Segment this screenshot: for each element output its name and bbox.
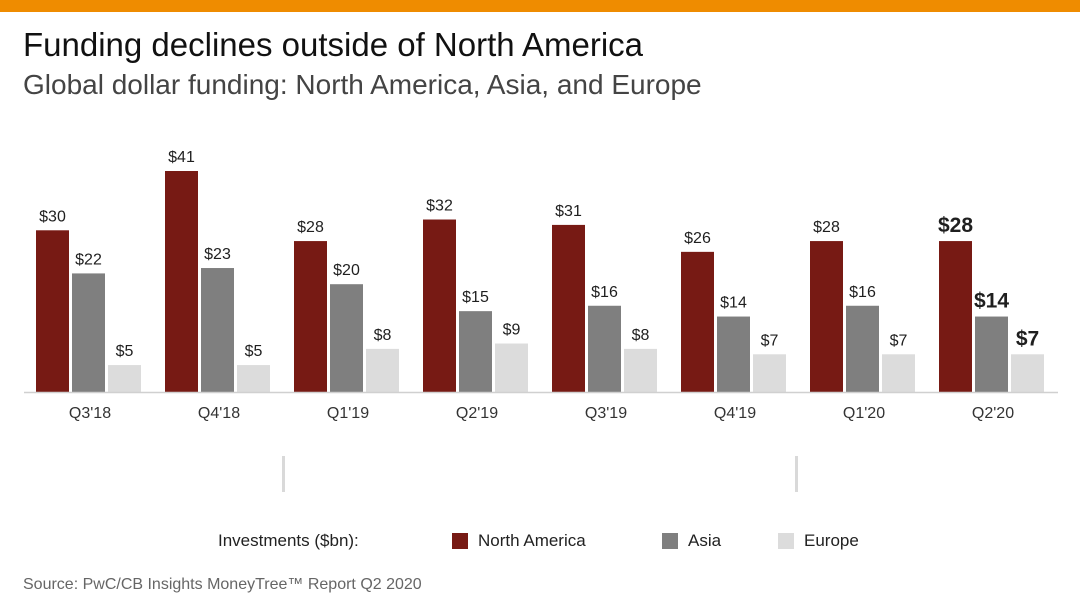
data-label-north-america-3: $28 (297, 219, 324, 236)
bar-north-america-4 (423, 219, 456, 392)
data-label-north-america-2: $41 (168, 149, 195, 166)
legend-label-asia: Asia (688, 531, 722, 550)
page-subtitle: Global dollar funding: North America, As… (23, 69, 702, 100)
legend-swatch-europe (778, 533, 794, 549)
legend-title: Investments ($bn): (218, 531, 359, 550)
group-divider-right (795, 456, 798, 492)
legend-label-north-america: North America (478, 531, 586, 550)
top-accent-bar (0, 0, 1080, 12)
data-label-europe-7: $7 (890, 332, 908, 349)
data-label-europe-3: $8 (374, 327, 392, 344)
bar-asia-8 (975, 316, 1008, 392)
legend-label-europe: Europe (804, 531, 859, 550)
bar-europe-3 (366, 348, 399, 392)
bar-asia-1 (72, 273, 105, 392)
data-label-north-america-1: $30 (39, 208, 66, 225)
data-label-asia-2: $23 (204, 246, 231, 263)
bar-europe-6 (753, 354, 786, 392)
x-tick-label: Q2'20 (972, 405, 1014, 422)
bar-europe-7 (882, 354, 915, 392)
bar-north-america-7 (810, 241, 843, 392)
x-tick-label: Q1'19 (327, 405, 369, 422)
data-label-asia-1: $22 (75, 251, 102, 268)
bar-asia-7 (846, 305, 879, 392)
bar-europe-4 (495, 343, 528, 392)
data-label-north-america-5: $31 (555, 203, 582, 220)
bar-north-america-8 (939, 241, 972, 392)
bar-europe-5 (624, 348, 657, 392)
x-tick-label: Q4'19 (714, 405, 756, 422)
data-label-north-america-6: $26 (684, 230, 711, 247)
legend-item-north-america: North America (452, 528, 586, 554)
data-label-north-america-7: $28 (813, 219, 840, 236)
data-label-europe-5: $8 (632, 327, 650, 344)
bar-north-america-6 (681, 251, 714, 392)
legend-item-asia: Asia (662, 528, 721, 554)
x-tick-label: Q2'19 (456, 405, 498, 422)
data-label-asia-8: $14 (974, 290, 1009, 313)
bar-north-america-2 (165, 171, 198, 392)
bar-asia-4 (459, 311, 492, 392)
x-tick-label: Q4'18 (198, 405, 240, 422)
bar-europe-2 (237, 365, 270, 392)
page-title: Funding declines outside of North Americ… (23, 26, 644, 63)
data-label-europe-6: $7 (761, 332, 779, 349)
data-label-asia-3: $20 (333, 262, 360, 279)
x-tick-label: Q1'20 (843, 405, 885, 422)
data-label-north-america-8: $28 (938, 214, 973, 237)
legend-item-europe: Europe (778, 528, 859, 554)
x-tick-label: Q3'19 (585, 405, 627, 422)
bar-asia-5 (588, 305, 621, 392)
x-tick-label: Q3'18 (69, 405, 111, 422)
chart-legend: Investments ($bn): North America Asia Eu… (0, 528, 1080, 554)
bar-asia-6 (717, 316, 750, 392)
bar-asia-2 (201, 268, 234, 392)
data-label-north-america-4: $32 (426, 198, 453, 215)
data-label-europe-2: $5 (245, 343, 263, 360)
bar-north-america-5 (552, 224, 585, 392)
bar-europe-1 (108, 365, 141, 392)
legend-swatch-asia (662, 533, 678, 549)
data-label-asia-5: $16 (591, 284, 618, 301)
legend-swatch-north-america (452, 533, 468, 549)
source-note: Source: PwC/CB Insights MoneyTree™ Repor… (23, 576, 422, 593)
data-label-europe-1: $5 (116, 343, 134, 360)
data-label-asia-6: $14 (720, 295, 747, 312)
bar-europe-8 (1011, 354, 1044, 392)
bar-chart: $30 $22 $5 Q3'18 $41 $23 $5 Q4'18 $28 $20 $8 Q1'19 $… (24, 149, 1058, 422)
data-label-europe-8: $7 (1016, 327, 1039, 350)
data-label-europe-4: $9 (503, 321, 521, 338)
bar-north-america-3 (294, 241, 327, 392)
bar-asia-3 (330, 284, 363, 392)
bar-north-america-1 (36, 230, 69, 392)
data-label-asia-4: $15 (462, 289, 489, 306)
data-label-asia-7: $16 (849, 284, 876, 301)
group-divider-left (282, 456, 285, 492)
